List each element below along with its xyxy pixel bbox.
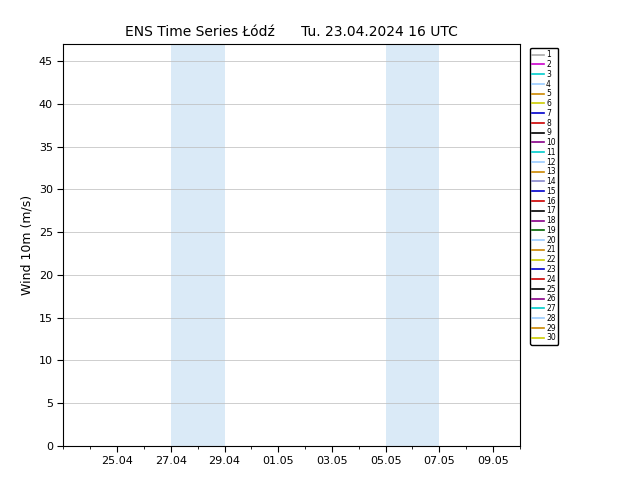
Legend: 1, 2, 3, 4, 5, 6, 7, 8, 9, 10, 11, 12, 13, 14, 15, 16, 17, 18, 19, 20, 21, 22, 2: 1, 2, 3, 4, 5, 6, 7, 8, 9, 10, 11, 12, 1…: [530, 48, 558, 344]
Bar: [171, 44, 224, 446]
Y-axis label: Wind 10m (m/s): Wind 10m (m/s): [20, 195, 34, 295]
Bar: [385, 44, 439, 446]
Title: ENS Time Series Łódź      Tu. 23.04.2024 16 UTC: ENS Time Series Łódź Tu. 23.04.2024 16 U…: [125, 25, 458, 39]
